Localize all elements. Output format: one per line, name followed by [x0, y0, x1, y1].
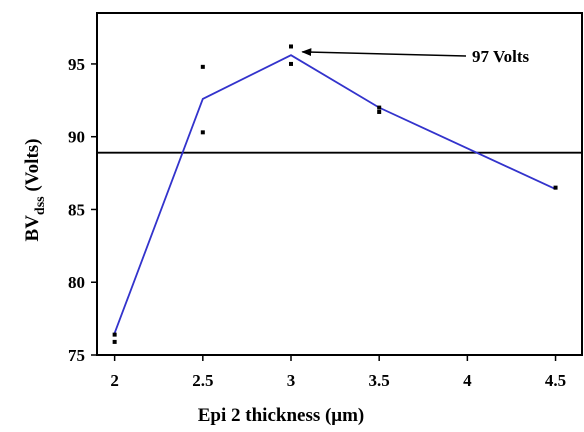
data-point-8 [553, 185, 558, 190]
y-axis-title: BVdss (Volts) [22, 139, 48, 242]
data-point-2 [200, 64, 205, 69]
x-tick-label-2: 2 [110, 371, 119, 390]
y-axis-title-rest: (Volts) [22, 139, 43, 197]
data-point-4 [289, 44, 293, 49]
data-point-0 [112, 332, 117, 337]
data-point-7 [377, 109, 382, 114]
y-tick-label-90: 90 [68, 128, 85, 147]
data-point-3 [200, 130, 205, 135]
x-tick-label-3.5: 3.5 [369, 371, 390, 390]
plot-area-group [91, 12, 583, 361]
x-tick-label-3: 3 [287, 371, 296, 390]
data-point-6 [377, 105, 382, 110]
y-tick-labels: 75 80 85 90 95 [68, 55, 85, 365]
data-point-1 [112, 339, 117, 344]
y-tick-label-75: 75 [68, 346, 85, 365]
plot-frame [96, 12, 583, 356]
annotation-arrow [301, 48, 467, 57]
y-tick-label-80: 80 [68, 273, 85, 292]
x-tick-label-2.5: 2.5 [192, 371, 213, 390]
x-axis-title: Epi 2 thickness (μm) [198, 405, 364, 426]
x-tick-label-4: 4 [463, 371, 472, 390]
data-point-5 [289, 61, 293, 66]
x-tick-labels: 2 2.5 3 3.5 4 4.5 [110, 371, 566, 390]
annotation-label: 97 Volts [472, 47, 530, 66]
series-line-0 [113, 54, 556, 334]
x-tick-label-4.5: 4.5 [545, 371, 566, 390]
y-tick-label-95: 95 [68, 55, 85, 74]
y-axis-title-main: BV [22, 215, 43, 242]
y-tick-label-85: 85 [68, 200, 85, 219]
y-axis-title-sub: dss [33, 196, 48, 215]
